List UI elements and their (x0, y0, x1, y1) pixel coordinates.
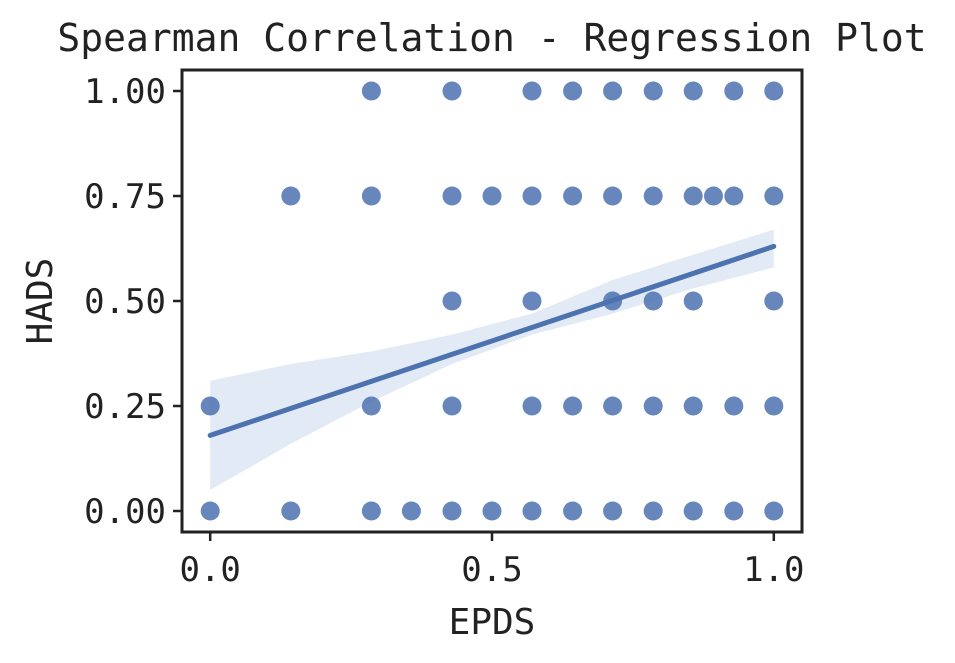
x-tick-label: 1.0 (743, 550, 804, 590)
scatter-point (643, 291, 663, 311)
scatter-point (563, 81, 583, 101)
scatter-point (603, 501, 623, 521)
scatter-point (724, 81, 744, 101)
scatter-point (401, 501, 421, 521)
scatter-point (442, 396, 462, 416)
scatter-point (200, 501, 220, 521)
scatter-point (683, 186, 703, 206)
scatter-point (724, 396, 744, 416)
scatter-point (764, 396, 784, 416)
regression-line (207, 243, 777, 438)
scatter-point (563, 501, 583, 521)
scatter-point (361, 396, 381, 416)
scatter-point (200, 396, 220, 416)
y-tick-label: 0.00 (84, 492, 166, 532)
y-tick-label: 0.75 (84, 177, 166, 217)
scatter-point (563, 186, 583, 206)
scatter-point (281, 186, 301, 206)
scatter-point (724, 501, 744, 521)
scatter-point (683, 81, 703, 101)
scatter-point (361, 81, 381, 101)
scatter-point (643, 396, 663, 416)
scatter-point (522, 501, 542, 521)
y-axis-label: HADS (20, 258, 61, 345)
regression-line-layer (207, 243, 777, 438)
scatter-point (603, 81, 623, 101)
scatter-point (764, 501, 784, 521)
scatter-point (522, 396, 542, 416)
scatter-points-layer (200, 81, 784, 521)
scatter-point (683, 501, 703, 521)
scatter-point (683, 396, 703, 416)
scatter-point (764, 291, 784, 311)
scatter-point (643, 186, 663, 206)
x-axis-ticks: 0.0 0.5 1.0 (179, 532, 805, 590)
scatter-point (482, 501, 502, 521)
scatter-point (522, 81, 542, 101)
scatter-point (442, 291, 462, 311)
scatter-point (442, 186, 462, 206)
scatter-point (442, 501, 462, 521)
scatter-point (603, 396, 623, 416)
x-axis-label: EPDS (449, 602, 536, 643)
scatter-point (764, 81, 784, 101)
scatter-point (522, 291, 542, 311)
chart-title: Spearman Correlation - Regression Plot (57, 16, 926, 60)
scatter-point (643, 501, 663, 521)
scatter-point (683, 291, 703, 311)
scatter-point (643, 81, 663, 101)
y-tick-label: 0.25 (84, 387, 166, 427)
scatter-point (704, 186, 723, 206)
scatter-point (442, 81, 462, 101)
scatter-point (361, 501, 381, 521)
y-tick-label: 1.00 (84, 72, 166, 112)
scatter-point (522, 186, 542, 206)
x-tick-label: 0.5 (461, 550, 522, 590)
scatter-point (764, 186, 784, 206)
scatter-point (563, 396, 583, 416)
scatter-point (361, 186, 381, 206)
scatter-point (603, 186, 623, 206)
scatter-point (724, 186, 744, 206)
scatter-point (281, 501, 301, 521)
x-tick-label: 0.0 (179, 550, 240, 590)
y-tick-label: 0.50 (84, 282, 166, 322)
scatter-point (482, 186, 502, 206)
y-axis-ticks: 0.00 0.25 0.50 0.75 1.00 (84, 72, 182, 532)
